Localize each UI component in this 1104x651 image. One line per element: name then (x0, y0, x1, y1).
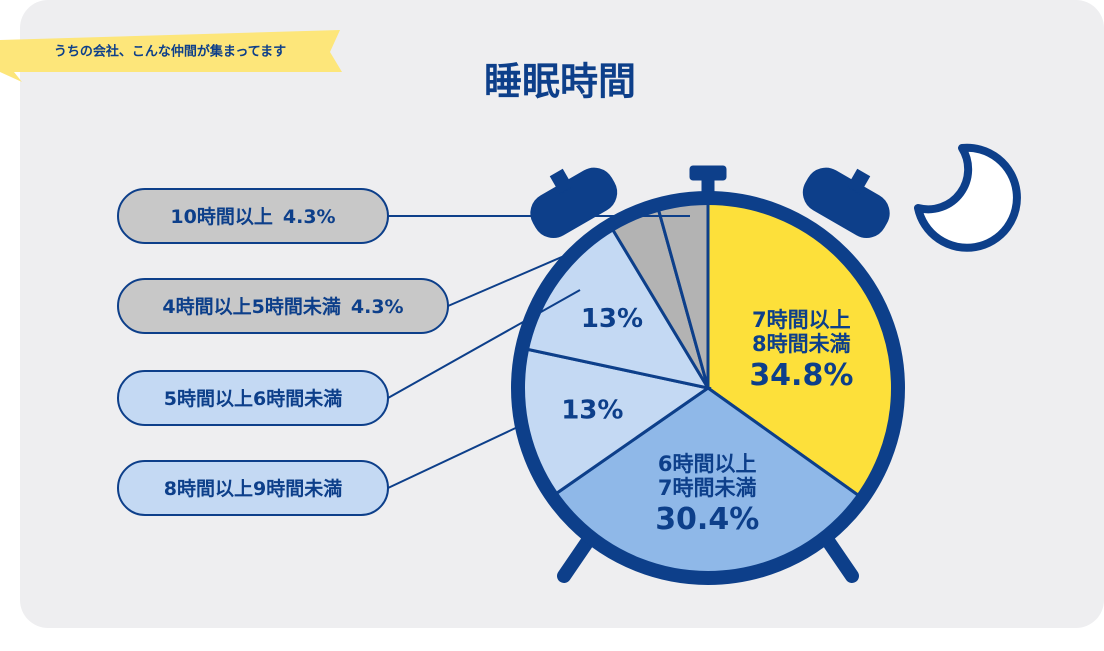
badge: うちの会社、こんな仲間が集まってます (54, 44, 286, 60)
callout-value: 4.3% (283, 206, 336, 228)
callout-name: 5時間以上6時間未満 (164, 387, 342, 410)
callout-line (447, 249, 579, 307)
callout-name: 4時間以上5時間未満 (162, 295, 340, 318)
slice-label-box: 7時間以上8時間未満 34.8% (726, 308, 876, 396)
callout-line (387, 289, 581, 399)
moon-icon (914, 143, 1021, 252)
slice-value: 30.4% (655, 501, 760, 537)
slice-name: 7時間以上8時間未満 (752, 307, 851, 356)
callout-label: 8時間以上9時間未満 (164, 477, 342, 500)
slice-value: 13% (561, 396, 623, 426)
callout-line (387, 424, 523, 489)
callout-name: 10時間以上 (170, 206, 272, 228)
slice-value: 13% (581, 304, 643, 334)
callout-label: 5時間以上6時間未満 (164, 387, 342, 410)
callout-label: 10時間以上 4.3% (170, 206, 335, 228)
callout-box (117, 278, 449, 334)
callout-box (117, 370, 389, 426)
clock-ring (511, 191, 905, 585)
callout-value: 4.3% (351, 296, 404, 318)
clock-decoration (530, 165, 890, 583)
chart-title: 睡眠時間 (484, 60, 636, 104)
callout-box (117, 188, 389, 244)
slice-value: 34.8% (749, 357, 854, 393)
callout-box (117, 460, 389, 516)
callout-name: 8時間以上9時間未満 (164, 477, 342, 500)
slice-label-box: 6時間以上7時間未満 30.4% (632, 452, 782, 540)
callout-label: 4時間以上5時間未満 4.3% (162, 295, 403, 318)
badge-ribbon (0, 30, 342, 82)
slice-name: 6時間以上7時間未満 (657, 451, 757, 500)
